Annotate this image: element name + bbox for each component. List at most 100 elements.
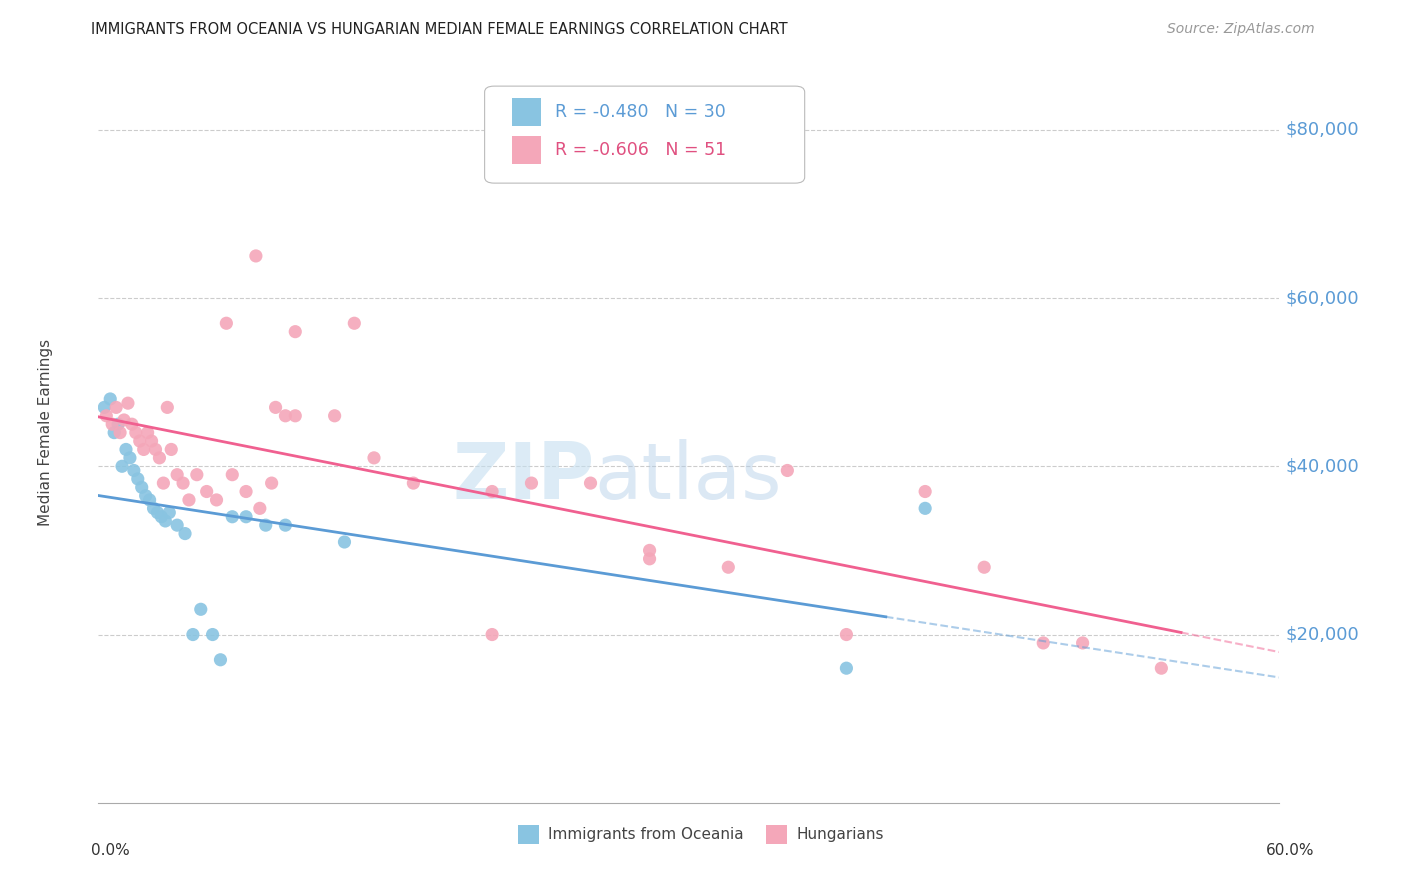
Point [190,602,212,616]
Point [638,543,661,558]
Point [1071,636,1094,650]
Point [914,501,936,516]
Point [166,467,188,482]
FancyBboxPatch shape [512,98,541,126]
FancyBboxPatch shape [485,87,804,183]
Text: Median Female Earnings: Median Female Earnings [38,339,53,526]
Text: IMMIGRANTS FROM OCEANIA VS HUNGARIAN MEDIAN FEMALE EARNINGS CORRELATION CHART: IMMIGRANTS FROM OCEANIA VS HUNGARIAN MED… [91,22,787,37]
Point [363,450,385,465]
Text: atlas: atlas [595,439,782,515]
Point [201,627,224,641]
Text: R = -0.480   N = 30: R = -0.480 N = 30 [555,103,727,121]
Point [156,401,179,415]
Point [343,316,366,330]
Point [402,476,425,491]
Point [115,442,138,457]
Point [166,518,188,533]
Text: 60.0%: 60.0% [1267,843,1315,858]
Point [127,472,149,486]
Text: 0.0%: 0.0% [91,843,131,858]
Point [105,401,128,415]
Point [186,467,208,482]
Point [264,401,287,415]
Point [914,484,936,499]
Point [254,518,277,533]
Point [209,653,232,667]
Point [98,392,121,406]
Point [245,249,267,263]
Point [481,484,503,499]
FancyBboxPatch shape [512,136,541,164]
Text: $60,000: $60,000 [1285,289,1360,307]
Point [776,463,799,477]
Point [274,409,297,423]
Point [150,509,173,524]
Point [973,560,995,574]
Point [107,417,129,432]
Point [235,484,257,499]
Point [835,661,858,675]
Point [136,425,159,440]
Point [121,417,143,432]
Point [717,560,740,574]
Point [93,401,115,415]
Point [260,476,283,491]
Point [1032,636,1054,650]
Point [118,450,141,465]
Point [157,506,180,520]
Point [117,396,139,410]
Text: ZIP: ZIP [453,439,595,515]
Point [333,535,356,549]
Point [152,476,174,491]
Point [103,425,125,440]
Text: Immigrants from Oceania: Immigrants from Oceania [548,827,744,842]
Text: Hungarians: Hungarians [796,827,884,842]
Point [235,509,257,524]
Text: $20,000: $20,000 [1285,625,1360,643]
Point [221,467,243,482]
Point [284,409,307,423]
Point [215,316,238,330]
FancyBboxPatch shape [517,825,538,844]
Point [172,476,194,491]
Text: $80,000: $80,000 [1285,120,1360,139]
Point [579,476,602,491]
Point [131,480,153,494]
Text: $40,000: $40,000 [1285,458,1360,475]
Point [323,409,346,423]
Point [141,434,163,448]
Point [481,627,503,641]
Point [155,514,177,528]
Point [146,506,169,520]
Text: Source: ZipAtlas.com: Source: ZipAtlas.com [1167,22,1315,37]
Point [142,501,165,516]
Point [101,417,124,432]
Point [128,434,150,448]
Point [112,413,135,427]
Point [111,459,134,474]
Point [195,484,218,499]
FancyBboxPatch shape [766,825,787,844]
Point [174,526,197,541]
Point [160,442,183,457]
Point [138,492,160,507]
Point [177,492,200,507]
Point [125,425,148,440]
Point [638,551,661,566]
Point [249,501,271,516]
Point [274,518,297,533]
Text: R = -0.606   N = 51: R = -0.606 N = 51 [555,141,727,160]
Point [1150,661,1173,675]
Point [145,442,167,457]
Point [520,476,543,491]
Point [96,409,118,423]
Point [181,627,204,641]
Point [205,492,228,507]
Point [135,489,157,503]
Point [284,325,307,339]
Point [108,425,131,440]
Point [132,442,155,457]
Point [148,450,170,465]
Point [221,509,243,524]
Point [835,627,858,641]
